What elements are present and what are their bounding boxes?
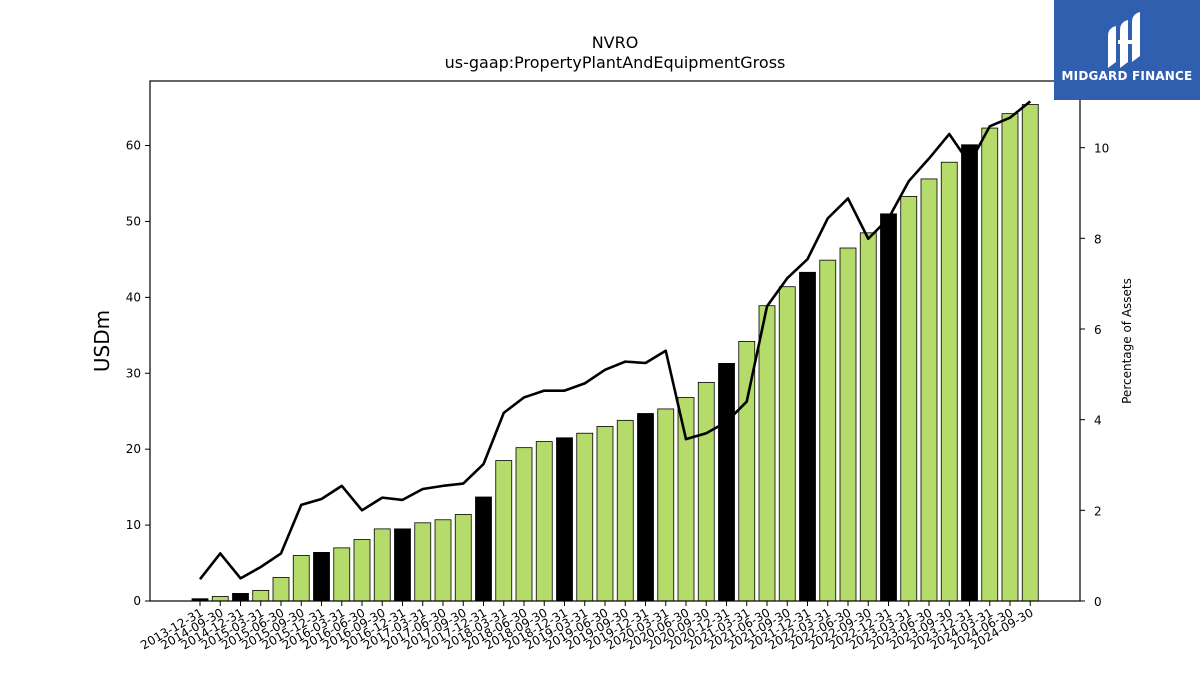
bar-2019-03-31 <box>576 432 594 602</box>
y-tick-label-60: 60 <box>126 139 141 153</box>
y-tick-label-0: 0 <box>133 594 141 608</box>
bar-2022-03-31 <box>819 259 837 602</box>
bar-2019-09-30 <box>616 419 634 602</box>
bar-2014-09-30 <box>211 596 229 602</box>
bar-2020-06-30 <box>677 397 695 602</box>
bar-2014-12-31 <box>232 593 249 602</box>
bar-2023-12-31 <box>961 144 978 602</box>
bar-2021-12-31 <box>799 271 816 602</box>
y-tick-label-30: 30 <box>126 366 141 380</box>
bar-2019-12-31 <box>637 413 654 602</box>
midgard-finance-logo: MIDGARD FINANCE <box>1054 0 1200 100</box>
bar-2015-06-30 <box>272 577 290 602</box>
bar-2020-03-31 <box>657 408 675 602</box>
bar-2024-09-30 <box>1021 104 1039 602</box>
bar-2022-12-31 <box>880 213 897 602</box>
y-tick-label-40: 40 <box>126 290 141 304</box>
bar-2022-09-30 <box>859 232 877 602</box>
bar-2016-12-31 <box>394 528 411 602</box>
logo-text: MIDGARD FINANCE <box>1061 69 1193 83</box>
bar-2019-06-30 <box>596 426 614 602</box>
bar-2018-03-31 <box>495 460 513 602</box>
y-right-tick-label-2: 2 <box>1094 504 1102 518</box>
bar-2015-03-31 <box>252 589 270 602</box>
bar-2018-09-30 <box>535 441 553 602</box>
bar-2018-06-30 <box>515 447 533 602</box>
bar-2021-09-30 <box>778 286 796 602</box>
bar-2024-03-31 <box>981 127 999 602</box>
y-right-tick-label-0: 0 <box>1094 595 1102 609</box>
bar-2020-09-30 <box>697 381 715 602</box>
chart-subtitle: us-gaap:PropertyPlantAndEquipmentGross <box>445 53 786 72</box>
bar-2023-06-30 <box>920 178 938 602</box>
bar-2015-12-31 <box>313 552 330 602</box>
bar-2021-06-30 <box>758 305 776 602</box>
chart-title: NVRO <box>592 33 639 52</box>
bar-2016-06-30 <box>353 539 371 602</box>
y-right-tick-label-6: 6 <box>1094 323 1102 337</box>
y-tick-label-50: 50 <box>126 214 141 228</box>
midgard-logo-icon <box>1108 12 1140 68</box>
y-right-tick-label-10: 10 <box>1094 142 1109 156</box>
line-percentage-of-assets <box>198 100 1032 581</box>
plot-frame <box>149 80 1081 602</box>
y-tick-label-20: 20 <box>126 442 141 456</box>
y-tick-label-10: 10 <box>126 518 141 532</box>
plot-area: 010203040506002468102013-12-312014-09-30… <box>126 80 1109 652</box>
y-axis-right-label: Percentage of Assets <box>1120 278 1134 404</box>
bar-2016-09-30 <box>373 528 391 602</box>
bar-2015-09-30 <box>292 555 310 602</box>
bar-2017-09-30 <box>454 514 472 602</box>
bar-2024-06-30 <box>1001 113 1019 602</box>
bar-2017-12-31 <box>475 496 492 602</box>
bar-2020-12-31 <box>718 362 735 602</box>
bar-2018-12-31 <box>556 437 573 602</box>
bar-2017-03-31 <box>414 522 432 602</box>
y-axis-label: USDm <box>90 310 114 372</box>
bar-2022-06-30 <box>839 247 857 602</box>
bar-2023-03-31 <box>900 195 918 602</box>
y-right-tick-label-8: 8 <box>1094 232 1102 246</box>
y-right-tick-label-4: 4 <box>1094 414 1102 428</box>
bar-2017-06-30 <box>434 519 452 602</box>
bar-2023-09-30 <box>940 161 958 602</box>
bar-2016-03-31 <box>333 547 351 602</box>
